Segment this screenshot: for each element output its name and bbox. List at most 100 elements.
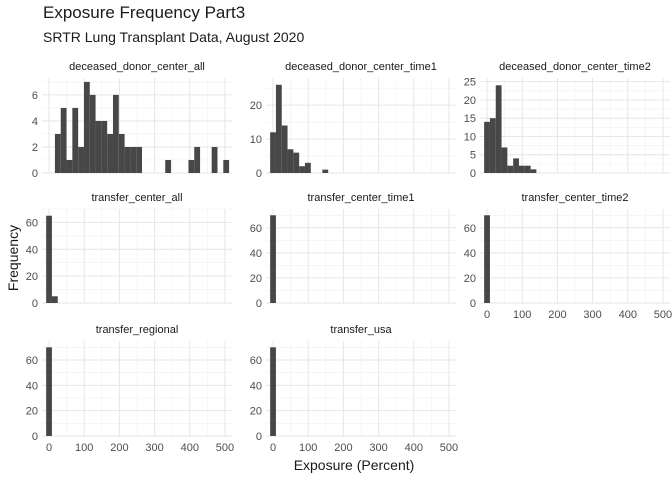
y-tick-label: 40 xyxy=(464,248,476,260)
y-tick-label: 0 xyxy=(470,168,476,180)
y-tick-label: 20 xyxy=(250,100,262,112)
histogram-bar xyxy=(78,146,84,173)
histogram-bar xyxy=(495,85,502,173)
y-axis-title: Frequency xyxy=(5,225,21,291)
x-tick-label: 500 xyxy=(654,309,672,321)
y-tick-label: 60 xyxy=(250,223,262,235)
histogram-bar xyxy=(188,159,195,173)
x-tick-label: 500 xyxy=(440,442,458,454)
histogram-bar xyxy=(299,166,305,173)
histogram-bar xyxy=(513,158,519,173)
facet-strip-label: deceased_donor_center_all xyxy=(69,61,205,73)
histogram-bar xyxy=(194,146,201,173)
histogram-bar xyxy=(530,169,537,173)
y-tick-label: 0 xyxy=(32,168,38,180)
histogram-bar xyxy=(484,121,490,173)
histogram-bar xyxy=(518,165,525,173)
y-tick-label: 60 xyxy=(26,217,38,229)
x-tick-label: 300 xyxy=(369,442,387,454)
facet-panel: transfer_center_time1 0 20 40 60 xyxy=(250,192,456,310)
facet-strip-label: deceased_donor_center_time2 xyxy=(499,61,651,73)
histogram-bar xyxy=(46,347,52,436)
x-tick-label: 400 xyxy=(405,442,423,454)
x-axis-title: Exposure (Percent) xyxy=(294,457,415,473)
facet-strip-label: transfer_center_time2 xyxy=(522,192,629,204)
y-tick-label: 0 xyxy=(470,298,476,310)
y-tick-label: 20 xyxy=(464,95,476,107)
histogram-bar xyxy=(112,94,119,173)
facet-strip-label: transfer_usa xyxy=(330,324,392,336)
x-tick-label: 0 xyxy=(270,442,276,454)
y-tick-label: 25 xyxy=(464,77,476,89)
chart-subtitle: SRTR Lung Transplant Data, August 2020 xyxy=(43,29,305,45)
histogram-bar xyxy=(89,94,96,173)
facet-strip-label: transfer_center_all xyxy=(91,192,182,204)
chart-title: Exposure Frequency Part3 xyxy=(43,3,246,22)
x-tick-label: 100 xyxy=(513,309,531,321)
y-tick-label: 15 xyxy=(464,113,476,125)
y-tick-label: 0 xyxy=(32,298,38,310)
y-tick-label: 0 xyxy=(32,431,38,443)
histogram-bar xyxy=(118,133,125,173)
histogram-bar xyxy=(293,152,300,173)
y-tick-label: 6 xyxy=(32,90,38,102)
facet-strip-label: transfer_regional xyxy=(96,324,179,336)
y-tick-label: 60 xyxy=(464,223,476,235)
histogram-bar xyxy=(223,159,230,173)
x-tick-label: 0 xyxy=(46,442,52,454)
y-tick-label: 2 xyxy=(32,142,38,154)
histogram-bar xyxy=(270,215,276,303)
facet-panel: transfer_usa 0 20 40 60 0 100 200 300 400 500 xyxy=(250,324,458,454)
histogram-bar xyxy=(101,120,108,173)
histogram-bar xyxy=(211,146,218,173)
histogram-bar xyxy=(72,107,79,173)
histogram-bar xyxy=(66,159,73,173)
facet-panel: transfer_center_all 0 20 40 60 xyxy=(26,192,232,310)
y-tick-label: 0 xyxy=(256,431,262,443)
histogram-bar xyxy=(270,132,276,173)
histogram-bar xyxy=(304,162,311,173)
histogram-bar xyxy=(83,81,90,173)
x-tick-label: 300 xyxy=(145,442,163,454)
histogram-bar xyxy=(484,215,490,303)
facet-panel: transfer_center_time2 0 20 40 60 0 100 200 300 40… xyxy=(464,192,672,321)
y-tick-label: 0 xyxy=(256,298,262,310)
histogram-bar xyxy=(275,84,282,173)
y-tick-label: 40 xyxy=(26,244,38,256)
histogram-bar xyxy=(130,146,137,173)
facet-strip-label: deceased_donor_center_time1 xyxy=(285,61,437,73)
y-tick-label: 10 xyxy=(250,134,262,146)
y-tick-label: 20 xyxy=(250,406,262,418)
x-tick-label: 0 xyxy=(484,309,490,321)
y-tick-label: 10 xyxy=(464,131,476,143)
y-tick-label: 60 xyxy=(250,355,262,367)
histogram-bar xyxy=(54,133,61,173)
histogram-bar xyxy=(281,125,288,173)
y-tick-label: 40 xyxy=(26,380,38,392)
x-tick-label: 400 xyxy=(619,309,637,321)
histogram-bar xyxy=(51,296,58,303)
y-tick-label: 5 xyxy=(470,150,476,162)
histogram-bar xyxy=(95,120,102,173)
histogram-bar xyxy=(270,347,276,436)
histogram-bar xyxy=(489,118,496,173)
y-tick-label: 20 xyxy=(464,273,476,285)
y-tick-label: 40 xyxy=(250,380,262,392)
x-tick-label: 300 xyxy=(583,309,601,321)
histogram-bar xyxy=(165,159,172,173)
x-tick-label: 400 xyxy=(181,442,199,454)
histogram-bar xyxy=(124,146,131,173)
facet-panel: deceased_donor_center_time2 0 5 10 15 20 25 xyxy=(464,61,670,180)
facet-panel: deceased_donor_center_time1 0 10 20 xyxy=(250,61,456,180)
histogram-bar xyxy=(501,147,508,173)
y-tick-label: 20 xyxy=(26,406,38,418)
y-tick-label: 60 xyxy=(26,355,38,367)
x-tick-label: 200 xyxy=(548,309,566,321)
x-tick-label: 200 xyxy=(334,442,352,454)
histogram-bar xyxy=(107,133,113,173)
facet-panel: transfer_regional 0 20 40 60 0 100 200 300 400 500 xyxy=(26,324,234,454)
facet-strip-label: transfer_center_time1 xyxy=(308,192,415,204)
histogram-bar xyxy=(60,107,67,173)
x-tick-label: 200 xyxy=(110,442,128,454)
histogram-bar xyxy=(524,165,531,173)
